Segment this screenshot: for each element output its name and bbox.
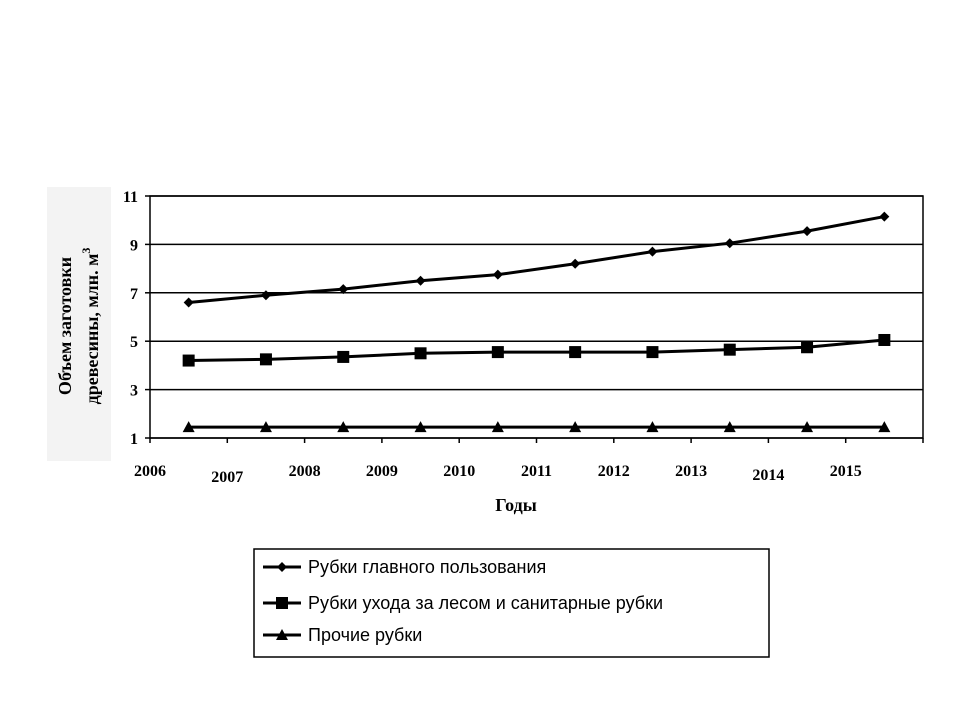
y-tick-label: 11 <box>123 189 138 206</box>
data-point <box>337 350 350 363</box>
data-point <box>259 353 272 366</box>
data-point <box>492 269 503 280</box>
x-tick-label: 2007 <box>211 469 243 486</box>
y-axis-title-superscript: 3 <box>79 248 93 254</box>
data-point <box>414 347 427 360</box>
x-tick-label: 2010 <box>443 463 475 480</box>
legend-label: Рубки ухода за лесом и санитарные рубки <box>308 593 663 613</box>
x-axis-title: Годы <box>495 495 537 515</box>
data-point <box>802 226 813 237</box>
legend-frame <box>253 548 770 658</box>
y-axis-title-line1: Объем заготовки <box>55 257 75 395</box>
data-point <box>182 354 195 367</box>
y-tick-label: 5 <box>130 334 138 351</box>
ylabel-background <box>47 187 111 461</box>
x-tick-label: 2006 <box>134 463 166 480</box>
data-point <box>723 343 736 356</box>
legend-item: Рубки ухода за лесом и санитарные рубки <box>263 593 663 613</box>
series-3 <box>182 421 891 433</box>
x-tick-label: 2008 <box>289 463 321 480</box>
data-point <box>878 421 891 433</box>
data-point <box>801 421 814 433</box>
series-line <box>188 215 885 304</box>
data-point <box>569 346 582 359</box>
legend-marker <box>276 597 288 609</box>
x-tick-label: 2009 <box>366 463 398 480</box>
data-point <box>415 275 426 286</box>
data-point <box>724 238 735 249</box>
data-point <box>338 284 349 295</box>
x-tick-label: 2013 <box>675 463 707 480</box>
legend-label: Рубки главного пользования <box>308 557 546 577</box>
data-point <box>259 421 272 433</box>
legend-label: Прочие рубки <box>308 625 422 645</box>
x-tick-label: 2015 <box>830 463 862 480</box>
x-tick-label: 2011 <box>521 463 552 480</box>
data-point <box>491 421 504 433</box>
legend-item: Прочие рубки <box>263 625 422 645</box>
data-point <box>646 346 659 359</box>
data-point <box>646 421 659 433</box>
data-point <box>182 421 195 433</box>
y-tick-label: 3 <box>130 383 138 400</box>
y-axis-title-text: древесины, млн. м <box>82 254 102 405</box>
y-axis-title-line2: древесины, млн. м3 <box>79 248 102 405</box>
data-point <box>414 421 427 433</box>
y-tick-label: 9 <box>130 237 138 254</box>
data-point <box>879 211 890 222</box>
x-tick-label: 2014 <box>752 467 784 484</box>
series-2 <box>182 333 891 367</box>
y-tick-label: 7 <box>130 286 138 303</box>
y-axis-title: Объем заготовки древесины, млн. м3 <box>55 248 102 405</box>
data-point <box>878 333 891 346</box>
y-tick-label: 1 <box>130 431 138 448</box>
data-point <box>260 290 271 301</box>
legend-marker <box>276 629 288 640</box>
data-point <box>723 421 736 433</box>
data-point <box>337 421 350 433</box>
series-1 <box>183 211 890 308</box>
legend-item: Рубки главного пользования <box>263 557 546 577</box>
data-point <box>183 297 194 308</box>
legend: Рубки главного пользования Рубки ухода за… <box>253 548 770 658</box>
data-point <box>801 341 814 354</box>
series-line <box>188 338 885 363</box>
data-point <box>569 421 582 433</box>
data-point <box>570 258 581 269</box>
data-point <box>491 346 504 359</box>
x-tick-label: 2012 <box>598 463 630 480</box>
data-point <box>647 246 658 257</box>
legend-marker <box>277 562 287 572</box>
